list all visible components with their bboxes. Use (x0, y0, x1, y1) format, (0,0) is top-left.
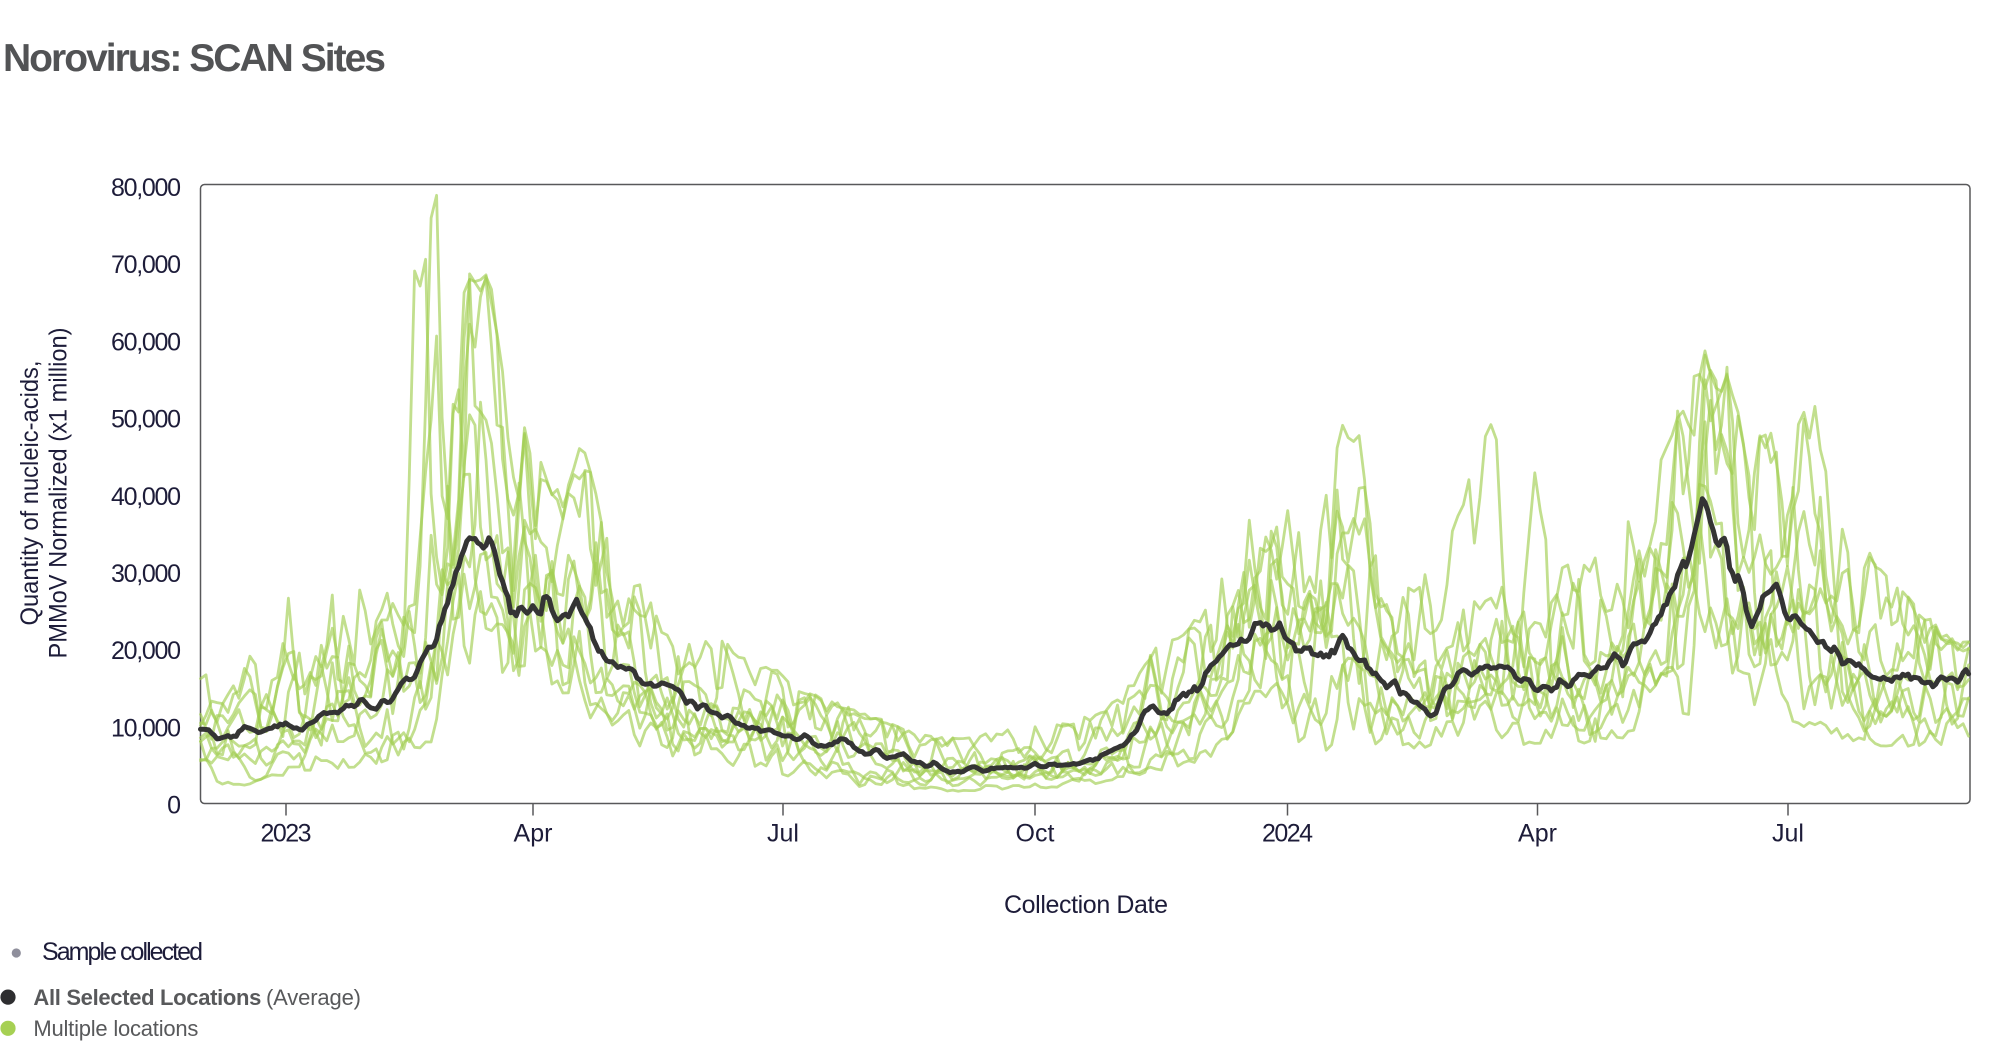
svg-text:Norovirus: SCAN Sites: Norovirus: SCAN Sites (3, 37, 386, 80)
svg-text:PMMoV Normalized (x1 million): PMMoV Normalized (x1 million) (45, 328, 73, 659)
svg-text:60,000: 60,000 (111, 328, 181, 356)
svg-text:70,000: 70,000 (111, 251, 181, 279)
svg-text:0: 0 (167, 792, 181, 820)
svg-text:2023: 2023 (261, 820, 312, 848)
svg-text:Multiple locations: Multiple locations (33, 1016, 198, 1041)
svg-text:All Selected Locations: All Selected Locations (33, 985, 261, 1010)
svg-text:2024: 2024 (1262, 820, 1313, 848)
svg-text:Apr: Apr (514, 820, 553, 848)
svg-text:Quantity of nucleic-acids,: Quantity of nucleic-acids, (16, 361, 44, 626)
svg-text:20,000: 20,000 (111, 637, 181, 665)
svg-text:80,000: 80,000 (111, 174, 181, 202)
svg-text:40,000: 40,000 (111, 483, 181, 511)
svg-text:Jul: Jul (1772, 820, 1804, 848)
svg-text:Sample collected: Sample collected (42, 938, 203, 966)
svg-text:Jul: Jul (767, 820, 799, 848)
svg-text:(Average): (Average) (266, 985, 361, 1010)
svg-text:Oct: Oct (1016, 820, 1055, 848)
svg-text:30,000: 30,000 (111, 560, 181, 588)
svg-text:50,000: 50,000 (111, 406, 181, 434)
svg-text:10,000: 10,000 (111, 714, 181, 742)
svg-text:Apr: Apr (1518, 820, 1557, 848)
svg-text:Collection Date: Collection Date (1004, 891, 1168, 919)
